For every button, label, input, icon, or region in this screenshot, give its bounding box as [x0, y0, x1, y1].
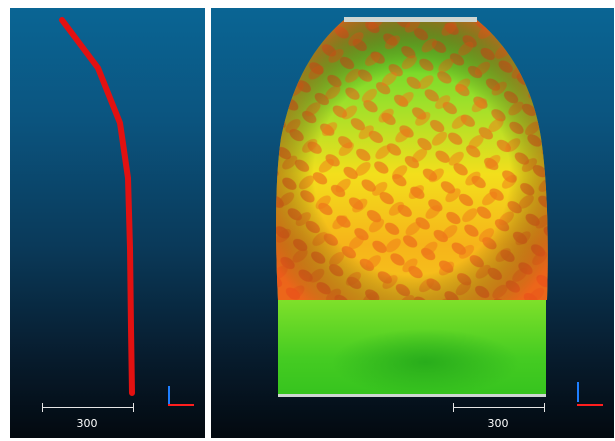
axis-y-indicator — [577, 382, 579, 402]
profile-canvas — [59, 17, 135, 396]
mesh-dome-edge-shade — [276, 20, 548, 300]
axis-y-indicator — [168, 386, 170, 406]
mesh-top-band — [344, 17, 477, 22]
axis-x-indicator — [168, 404, 194, 406]
mesh-base-edge — [278, 394, 546, 397]
profile-viewport[interactable]: 300 — [10, 8, 205, 438]
mesh-base-shade — [278, 300, 546, 396]
scale-label: 300 — [76, 417, 98, 430]
mesh-canvas — [276, 17, 548, 397]
scale-bar — [42, 403, 134, 412]
scale-label: 300 — [487, 417, 509, 430]
profile-curve — [59, 17, 135, 396]
axis-x-indicator — [577, 404, 603, 406]
mesh-viewport[interactable]: 300 — [211, 8, 614, 438]
scale-bar — [453, 403, 545, 412]
